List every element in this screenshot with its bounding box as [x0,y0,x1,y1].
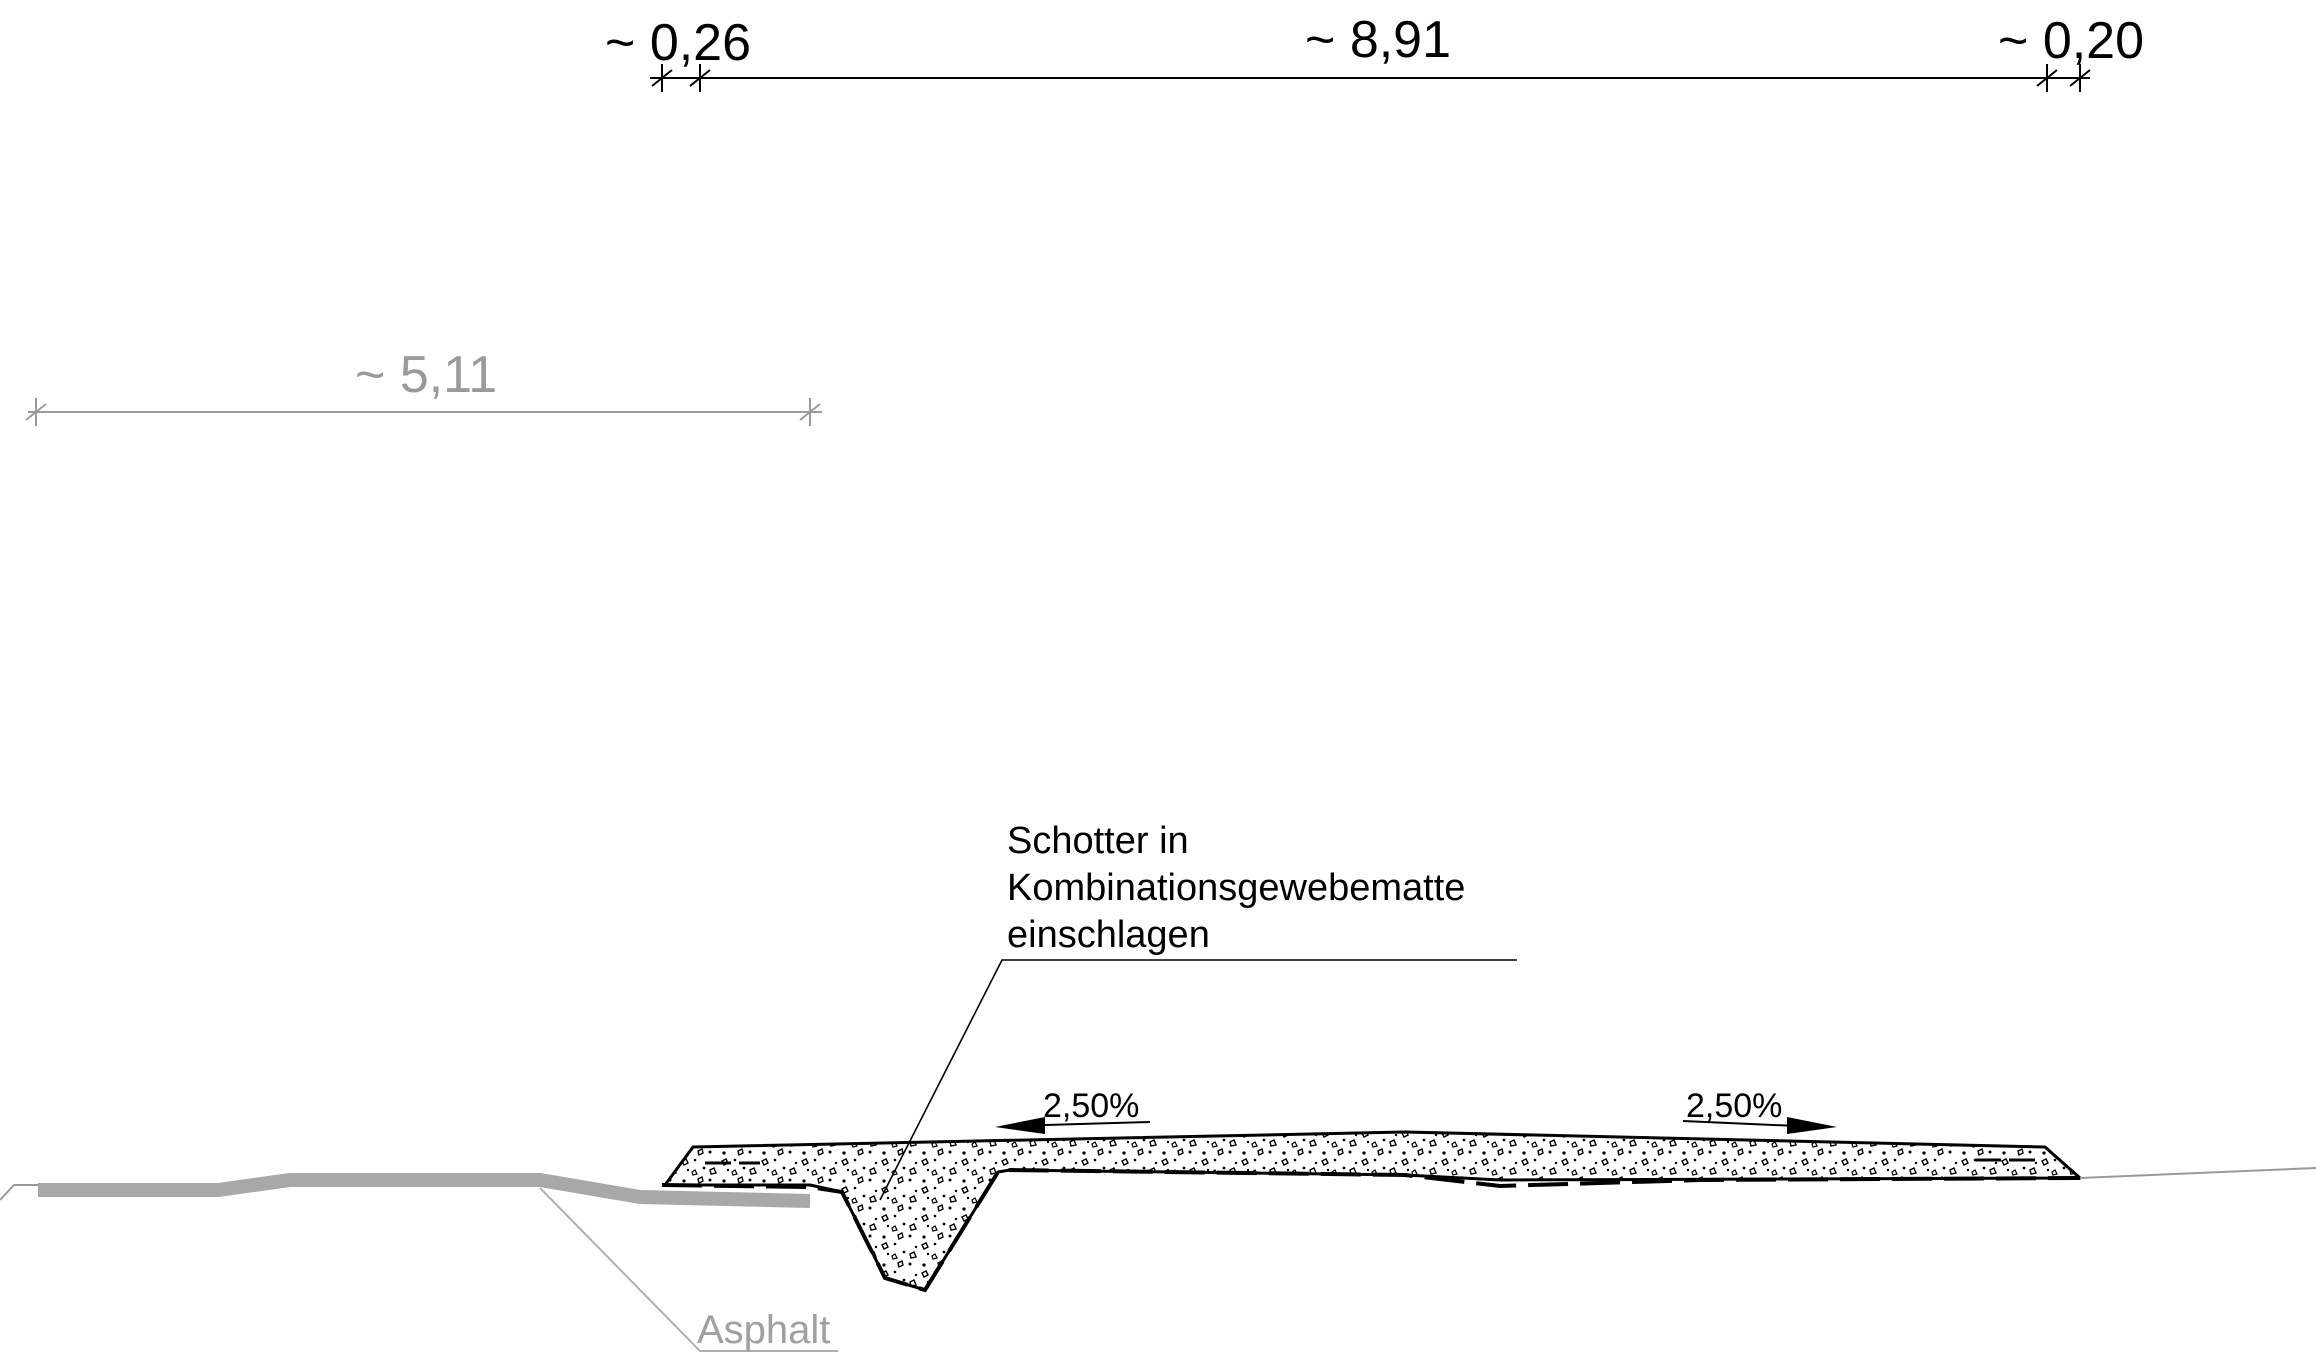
slope-right-label: 2,50% [1686,1087,1782,1125]
asphalt-label: Asphalt [697,1308,830,1352]
grey-dimension: ~ 5,11 [25,346,822,426]
geotextile-line [661,1167,2081,1293]
gravel-body [663,1130,2082,1292]
callout-leader [879,959,1517,1201]
dimension-right-small: ~ 0,20 [1998,12,2144,70]
asphalt-leader [539,1187,838,1352]
gravel-callout: Schotter in Kombinationsgewebematte eins… [879,820,1517,1201]
dimension-ticks [651,64,2091,92]
callout-line-1: Schotter in [1007,820,1189,862]
dimension-grey-width: ~ 5,11 [355,346,497,404]
terrain-right [2079,1167,2316,1179]
slope-arrow-left: 2,50% [995,1087,1151,1134]
dimension-left-small: ~ 0,26 [605,14,751,72]
terrain-left [0,1184,40,1201]
slope-arrow-right: 2,50% [1682,1087,1837,1134]
slope-left-label: 2,50% [1043,1087,1139,1125]
dimension-main: ~ 8,91 [1305,11,1451,69]
callout-line-2: Kombinationsgewebematte [1007,867,1465,909]
asphalt-layer [38,1173,811,1208]
callout-line-3: einschlagen [1007,914,1210,956]
top-dimension: ~ 0,26 ~ 8,91 ~ 0,20 [605,11,2144,92]
